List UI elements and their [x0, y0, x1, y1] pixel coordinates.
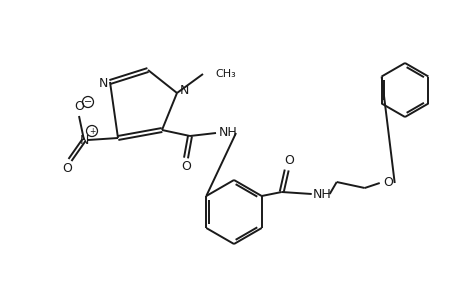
Text: O: O	[181, 160, 190, 173]
Text: NH: NH	[312, 188, 330, 200]
Text: −: −	[84, 97, 92, 107]
Text: O: O	[382, 176, 392, 190]
Text: N: N	[79, 134, 89, 146]
Text: O: O	[74, 100, 84, 113]
Text: CH₃: CH₃	[214, 69, 235, 79]
Text: N: N	[179, 83, 188, 97]
Text: +: +	[89, 127, 95, 136]
Text: O: O	[62, 163, 72, 176]
Text: O: O	[283, 154, 293, 167]
Text: NH: NH	[218, 127, 237, 140]
Text: N: N	[98, 76, 107, 89]
